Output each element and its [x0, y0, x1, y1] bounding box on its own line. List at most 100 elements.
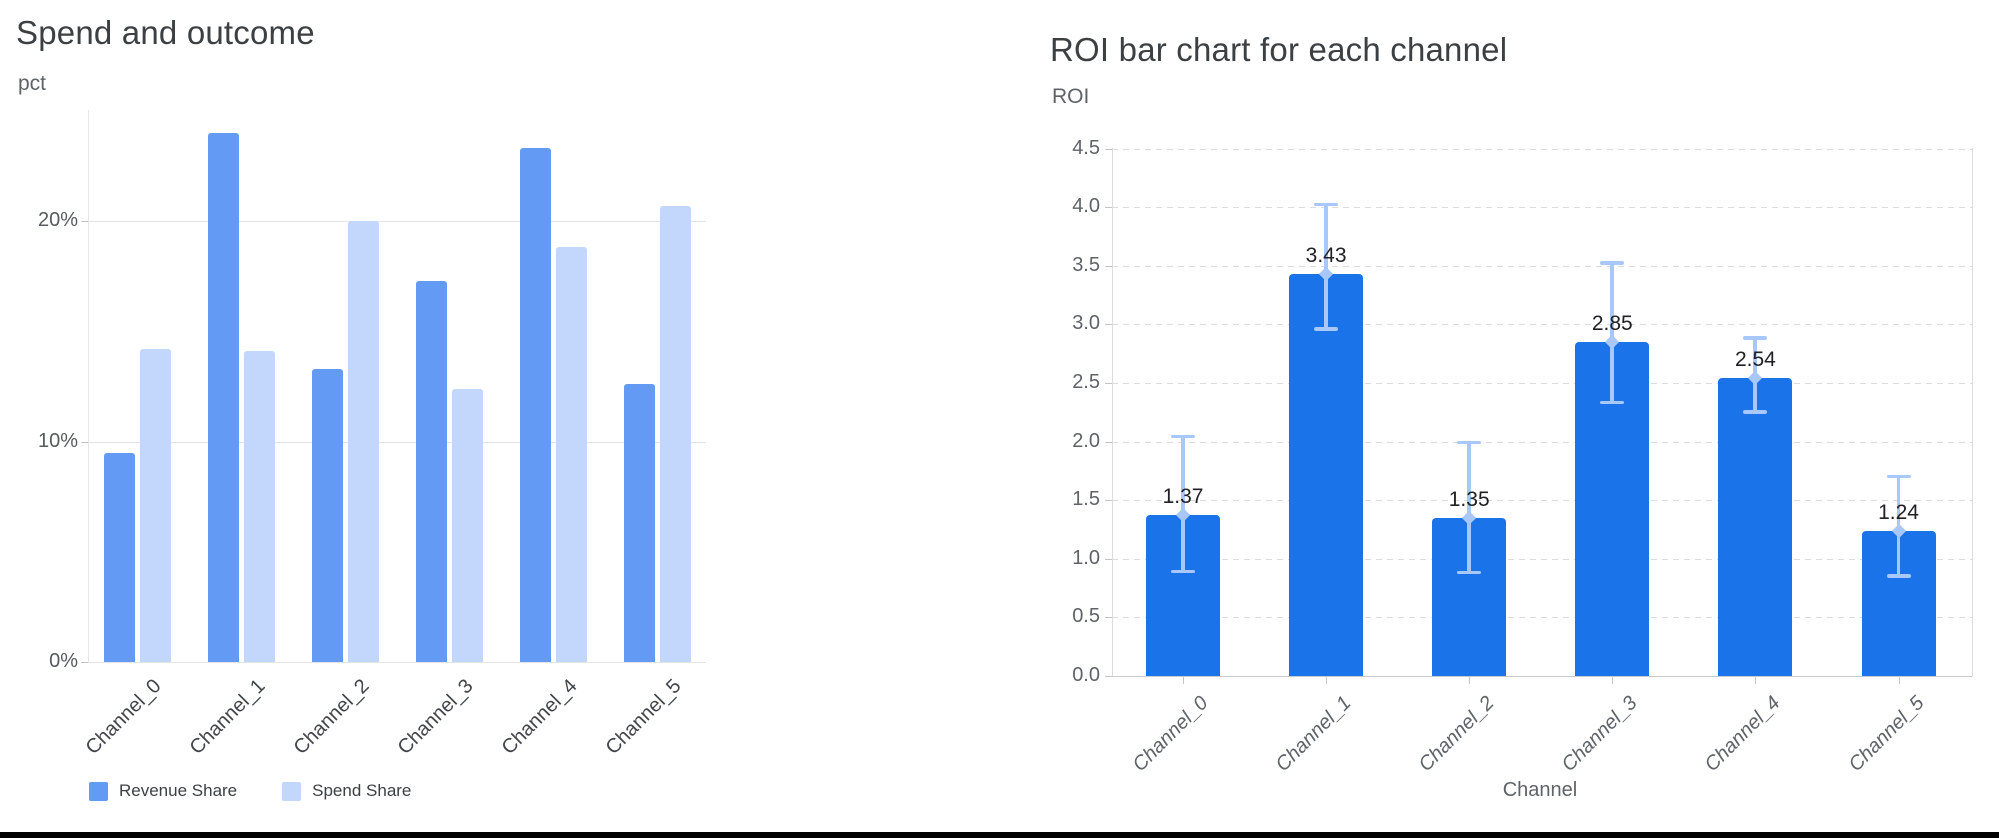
error-bar-cap-bottom-channel_0: [1171, 569, 1195, 574]
roi-gridline: [1112, 500, 1972, 501]
error-bar-cap-bottom-channel_3: [1600, 400, 1625, 405]
roi-x-tick: [1326, 677, 1328, 684]
roi-y-tick: [1105, 500, 1112, 501]
error-bar-cap-top-channel_3: [1600, 261, 1625, 265]
left-y-tick: [81, 221, 88, 222]
revenue-share-swatch-icon: [89, 781, 108, 801]
roi-y-unit-label: ROI: [1052, 85, 1090, 108]
error-bar-line-channel_0: [1181, 435, 1185, 572]
roi-gridline: [1112, 149, 1972, 150]
roi-y-tick: [1105, 207, 1112, 208]
roi-y-tick-label: 1.0: [1072, 547, 1100, 569]
left-y-tick-label: 10%: [37, 430, 78, 452]
roi-value-label-channel_4: 2.54: [1734, 348, 1776, 372]
spend-outcome-legend: Revenue Share Spend Share: [89, 781, 411, 801]
roi-y-tick-label: 0.5: [1072, 605, 1100, 627]
roi-y-tick: [1105, 617, 1112, 618]
left-y-tick-label: 20%: [37, 209, 78, 231]
roi-x-tick-label-channel_2: Channel_2: [1414, 692, 1499, 776]
roi-y-tick-label: 3.5: [1072, 254, 1100, 276]
revenue-share-bar-channel_3: [416, 280, 447, 662]
spend-share-bar-channel_2: [348, 221, 379, 662]
roi-value-label-channel_3: 2.85: [1591, 311, 1633, 335]
error-bar-cap-top-channel_0: [1171, 434, 1195, 439]
roi-x-tick: [1898, 677, 1900, 684]
revenue-share-bar-channel_0: [104, 452, 135, 662]
roi-x-tick-label-channel_1: Channel_1: [1271, 692, 1356, 776]
roi-x-tick-label-channel_5: Channel_5: [1844, 692, 1929, 776]
error-bar-line-channel_3: [1610, 262, 1614, 403]
roi-y-tick-label: 0.0: [1072, 664, 1100, 686]
revenue-share-bar-channel_5: [624, 384, 655, 662]
roi-x-tick: [1469, 677, 1471, 684]
roi-y-tick-label: 3.0: [1072, 312, 1100, 334]
roi-y-tick: [1105, 676, 1112, 677]
spend-share-swatch-icon: [282, 781, 302, 801]
legend-item-revenue-share: Revenue Share: [89, 781, 237, 801]
roi-x-tick-label-channel_3: Channel_3: [1557, 692, 1642, 776]
revenue-share-bar-channel_4: [520, 148, 551, 662]
left-gridline: [88, 442, 706, 443]
spend-share-bar-channel_5: [660, 205, 691, 662]
roi-y-tick-label: 2.0: [1072, 430, 1100, 452]
left-y-tick-label: 0%: [49, 650, 78, 672]
spend-share-bar-channel_3: [452, 388, 483, 662]
roi-y-tick: [1105, 149, 1112, 150]
error-bar-cap-top-channel_2: [1457, 440, 1482, 445]
legend-item-spend-share: Spend Share: [282, 781, 411, 801]
revenue-share-bar-channel_1: [208, 132, 239, 662]
roi-y-tick-label: 4.5: [1072, 137, 1100, 159]
roi-value-label-channel_2: 1.35: [1448, 487, 1490, 511]
roi-y-tick: [1105, 324, 1112, 325]
roi-gridline: [1112, 266, 1972, 267]
roi-x-tick-label-channel_0: Channel_0: [1128, 692, 1213, 776]
roi-x-tick: [1755, 677, 1757, 684]
spend-outcome-y-unit-label: pct: [18, 72, 47, 95]
spend-share-bar-channel_0: [140, 348, 171, 662]
roi-y-tick: [1105, 442, 1112, 443]
spend-share-bar-channel_1: [244, 351, 275, 662]
error-bar-cap-bottom-channel_1: [1314, 327, 1339, 331]
roi-y-tick: [1105, 559, 1112, 560]
left-y-tick: [81, 442, 88, 443]
roi-x-axis-title: Channel: [1502, 779, 1578, 801]
left-gridline: [88, 221, 706, 222]
window-bottom-edge: [0, 832, 1999, 838]
roi-gridline: [1112, 617, 1972, 618]
error-bar-cap-bottom-channel_5: [1886, 574, 1911, 578]
roi-bar-channel_1: [1289, 274, 1364, 676]
error-bar-line-channel_1: [1324, 203, 1328, 330]
roi-x-axis-baseline: [1112, 676, 1972, 677]
error-bar-line-channel_2: [1467, 441, 1471, 573]
roi-y-tick: [1105, 266, 1112, 267]
error-bar-cap-bottom-channel_4: [1743, 410, 1768, 414]
roi-bar-channel_4: [1718, 378, 1793, 676]
roi-y-tick: [1105, 383, 1112, 384]
roi-plot-right-border: [1972, 148, 1973, 676]
roi-x-tick-label-channel_4: Channel_4: [1700, 692, 1785, 776]
left-x-axis-baseline: [88, 662, 706, 663]
roi-value-label-channel_1: 3.43: [1305, 244, 1347, 267]
roi-chart-title: ROI bar chart for each channel: [1050, 31, 1508, 68]
error-bar-cap-top-channel_5: [1886, 474, 1911, 479]
left-y-tick: [81, 662, 88, 663]
roi-y-tick-label: 1.5: [1072, 488, 1100, 510]
spend-share-legend-label: Spend Share: [312, 781, 412, 800]
roi-gridline: [1112, 383, 1972, 384]
roi-y-tick-label: 2.5: [1072, 371, 1100, 393]
spend-outcome-title: Spend and outcome: [16, 14, 315, 51]
revenue-share-legend-label: Revenue Share: [119, 781, 238, 800]
roi-x-tick: [1612, 677, 1614, 684]
roi-gridline: [1112, 442, 1972, 443]
roi-plot-left-border: [1112, 148, 1113, 676]
roi-gridline: [1112, 207, 1972, 208]
error-bar-cap-bottom-channel_2: [1457, 570, 1482, 575]
roi-gridline: [1112, 324, 1972, 325]
roi-value-label-channel_5: 1.24: [1878, 500, 1919, 524]
revenue-share-bar-channel_2: [312, 368, 343, 662]
error-bar-cap-top-channel_1: [1314, 202, 1339, 207]
spend-share-bar-channel_4: [556, 247, 587, 662]
roi-value-label-channel_0: 1.37: [1162, 485, 1204, 509]
error-bar-cap-top-channel_4: [1743, 336, 1768, 340]
